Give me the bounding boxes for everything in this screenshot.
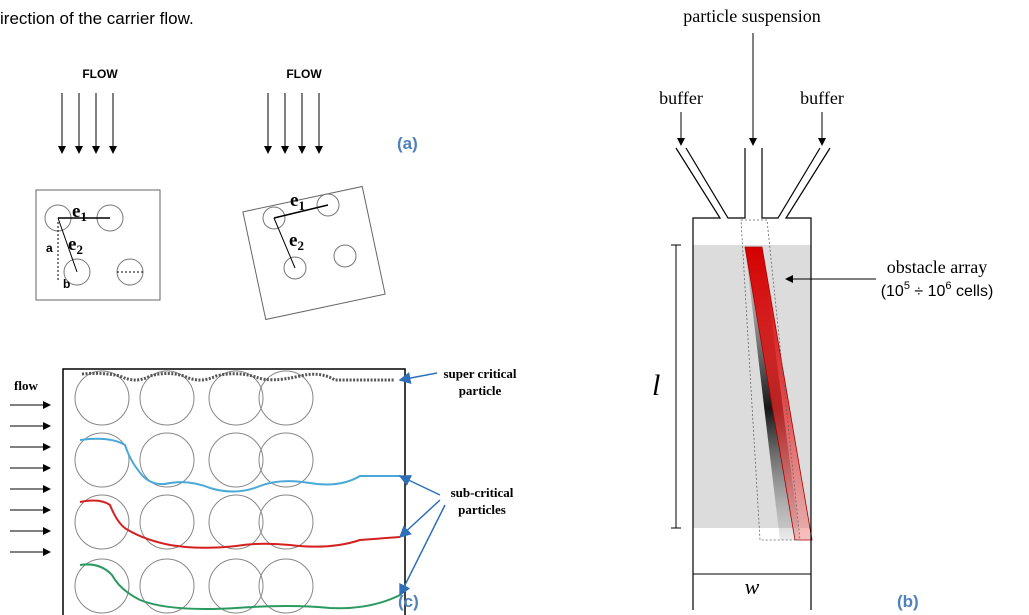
e1: e1 — [290, 190, 305, 213]
e2: e2 — [289, 230, 304, 253]
obstacle-count: (105 ÷ 106 cells) — [881, 280, 994, 300]
figure: irection of the carrier flow. FLOW e1 e2… — [0, 0, 1029, 615]
buffer-label: buffer — [659, 88, 703, 108]
e1: e1 — [72, 201, 87, 224]
flow-label: flow — [14, 378, 38, 393]
panel-label: (c) — [398, 592, 419, 611]
buffer-label: buffer — [800, 88, 844, 108]
panel-a-right: FLOW e1 e2 — [243, 67, 385, 319]
e2: e2 — [68, 234, 83, 257]
flow-label: FLOW — [82, 67, 118, 81]
a-label: a — [46, 241, 53, 255]
panel-b: particle suspension buffer buffer l w ob… — [652, 6, 993, 610]
caption: irection of the carrier flow. — [0, 9, 194, 28]
length-label: l — [652, 369, 660, 402]
panel-label: (b) — [897, 592, 919, 611]
flow-label: FLOW — [286, 67, 322, 81]
b-label: b — [63, 277, 70, 291]
inlet-label: particle suspension — [683, 6, 820, 26]
panel-label: (a) — [397, 134, 418, 153]
width-label: w — [745, 574, 760, 599]
obstacle-label: obstacle array — [887, 257, 987, 277]
panel-a-left: FLOW e1 e2 a b — [36, 67, 160, 300]
